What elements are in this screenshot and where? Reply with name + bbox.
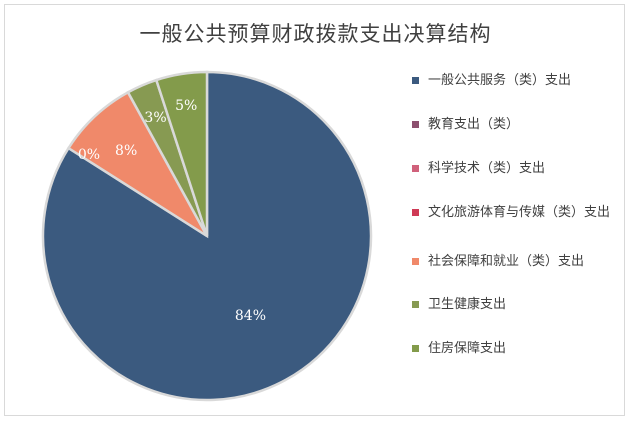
- legend-label: 文化旅游体育与传媒（类）支出: [428, 205, 611, 220]
- legend-swatch: [412, 209, 419, 216]
- legend-item: 文化旅游体育与传媒（类）支出: [409, 204, 625, 221]
- legend-item: 科学技术（类）支出: [409, 160, 625, 177]
- legend-label: 教育支出（类）: [428, 117, 520, 132]
- legend-item: 一般公共服务（类）支出: [409, 72, 625, 89]
- chart-title: 一般公共预算财政拨款支出决算结构: [139, 22, 492, 46]
- legend-swatch: [412, 301, 419, 308]
- legend-swatch: [412, 345, 419, 352]
- legend-item: 教育支出（类）: [409, 116, 625, 133]
- pie-slice: [154, 70, 209, 237]
- legend-label: 科学技术（类）支出: [428, 161, 546, 176]
- data-label: 3%: [144, 110, 166, 126]
- data-label: 8%: [115, 143, 137, 159]
- data-label: 0%: [78, 147, 100, 163]
- legend-swatch: [412, 258, 419, 265]
- legend-label: 社会保障和就业（类）支出: [428, 254, 585, 269]
- legend-item: 卫生健康支出: [409, 296, 625, 313]
- legend-label: 住房保障支出: [428, 341, 507, 356]
- legend-label: 卫生健康支出: [428, 297, 507, 312]
- legend-swatch: [412, 77, 419, 84]
- legend-label: 一般公共服务（类）支出: [428, 73, 572, 88]
- data-label: 5%: [175, 98, 197, 114]
- data-label: 84%: [235, 308, 266, 324]
- legend-swatch: [412, 165, 419, 172]
- legend-item: 社会保障和就业（类）支出: [409, 253, 625, 270]
- legend-swatch: [412, 121, 419, 128]
- legend-item: 住房保障支出: [409, 340, 625, 357]
